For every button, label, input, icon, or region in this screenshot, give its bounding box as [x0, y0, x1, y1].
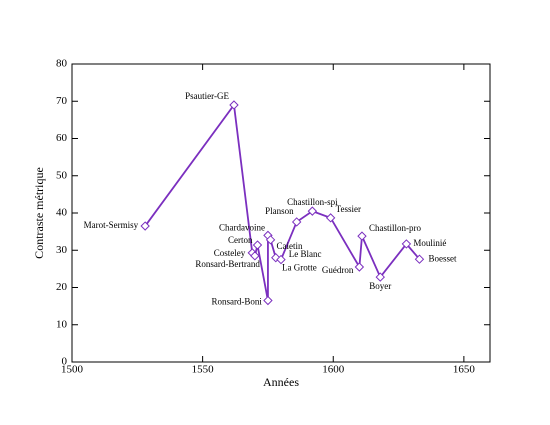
x-tick-label: 1600	[322, 364, 345, 376]
point-label: Psautier-GE	[185, 91, 229, 101]
point-label: Chastillon-spi	[287, 197, 338, 207]
point-marker	[263, 295, 273, 306]
point-marker	[357, 231, 367, 241]
point-label: Tessier	[336, 204, 361, 214]
point-label: Marot-Sermisy	[84, 220, 139, 230]
y-tick-label: 50	[56, 169, 68, 181]
y-tick-label: 0	[62, 356, 68, 368]
x-tick-label: 1550	[192, 364, 215, 376]
point-marker	[354, 262, 365, 272]
x-tick-label: 1500	[61, 364, 84, 376]
point-marker	[250, 251, 260, 261]
point-label: Guédron	[322, 265, 354, 275]
point-marker	[307, 206, 318, 216]
x-tick-label: 1650	[453, 364, 476, 376]
point-label: Moulinié	[413, 238, 446, 248]
point-marker	[229, 100, 239, 110]
point-label: Chastillon-pro	[369, 223, 421, 233]
point-label: Chardavoine	[219, 222, 265, 232]
y-tick-label: 80	[56, 58, 68, 70]
point-marker	[276, 254, 286, 265]
point-label: Planson	[265, 206, 294, 216]
point-label: Boesset	[428, 253, 456, 263]
point-marker	[291, 217, 302, 227]
point-marker	[414, 254, 425, 264]
y-tick-label: 70	[56, 95, 68, 107]
point-marker	[265, 235, 276, 245]
point-label: La Grotte	[282, 263, 317, 273]
point-marker	[401, 239, 412, 249]
point-label: Le Blanc	[289, 249, 322, 259]
y-tick-label: 40	[56, 207, 68, 219]
point-label: Costeley	[214, 248, 246, 258]
point-marker	[140, 221, 150, 231]
y-tick-label: 20	[56, 281, 68, 293]
y-tick-label: 30	[56, 244, 68, 256]
point-label: Ronsard-Bertrand	[195, 259, 260, 269]
point-marker	[375, 272, 385, 282]
y-axis-label: Contraste métrique	[32, 167, 46, 259]
y-tick-label: 60	[56, 132, 68, 144]
point-marker	[325, 213, 336, 223]
point-label: Caietin	[277, 241, 303, 251]
y-tick-label: 10	[56, 318, 68, 330]
point-label: Boyer	[369, 281, 391, 291]
point-marker	[252, 240, 263, 250]
point-label: Ronsard-Boni	[211, 297, 262, 307]
x-axis-label: Années	[263, 375, 299, 389]
point-label: Certon	[228, 235, 253, 245]
